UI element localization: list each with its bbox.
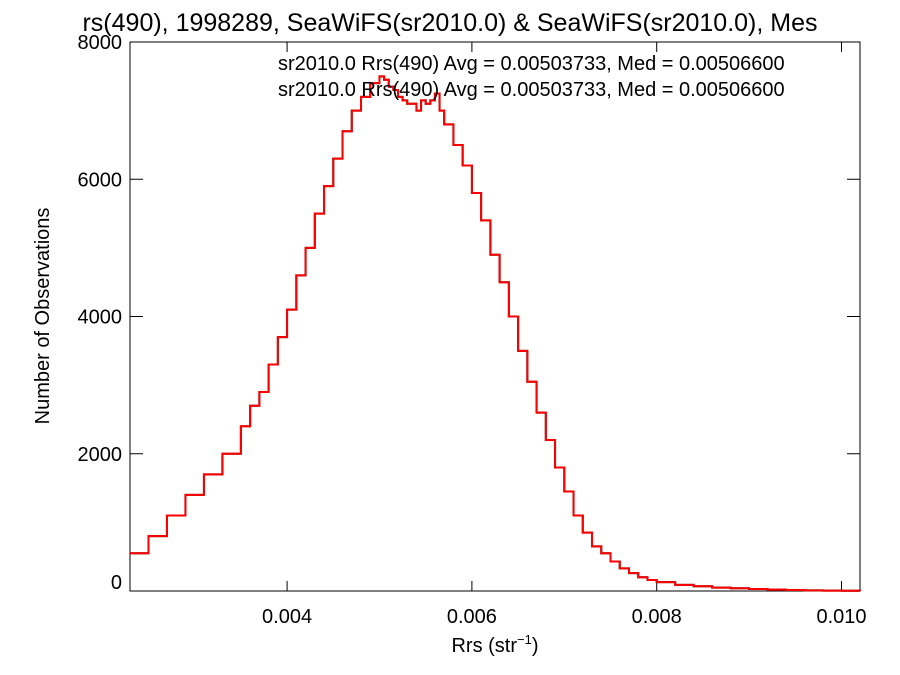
y-tick-label: 0 [111, 572, 122, 594]
annotation-black: sr2010.0 Rrs(490) Avg = 0.00503733, Med … [278, 53, 785, 75]
histogram-step-line-0 [130, 75, 861, 592]
y-tick-label: 8000 [78, 32, 123, 54]
x-tick-label: 0.004 [262, 606, 312, 628]
x-tick-label: 0.008 [632, 606, 682, 628]
x-tick-label: 0.010 [816, 606, 866, 628]
chart-title: rs(490), 1998289, SeaWiFS(sr2010.0) & Se… [82, 9, 817, 37]
axis-ticks: 0.004 0.006 0.008 0.010 0 2000 4000 6000 8000 [78, 32, 867, 628]
y-tick-label: 4000 [78, 307, 123, 329]
histogram-step-line-1 [130, 75, 861, 592]
data-series [130, 75, 861, 592]
y-tick-label: 2000 [78, 444, 123, 466]
annotation-red: sr2010.0 Rrs(490) Avg = 0.00503733, Med … [278, 79, 785, 101]
y-axis-label: Number of Observations [32, 208, 54, 425]
y-tick-label: 6000 [78, 169, 123, 191]
x-axis-label: Rrs (str−1) [451, 632, 538, 657]
x-tick-label: 0.006 [447, 606, 497, 628]
x-axis-label-superscript: −1 [517, 632, 532, 647]
plot-frame [129, 41, 861, 592]
